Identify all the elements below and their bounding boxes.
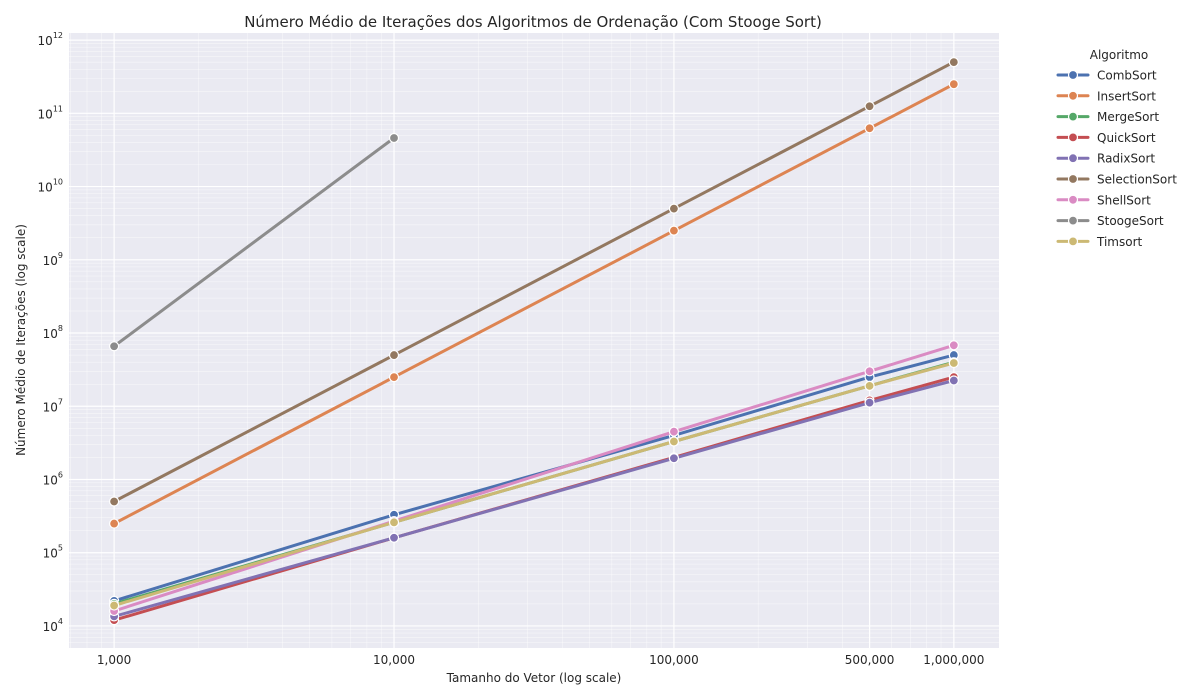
series-selectionsort — [109, 57, 959, 507]
series-layer — [109, 57, 959, 626]
legend-item-selectionsort: SelectionSort — [1056, 173, 1177, 187]
x-axis-label: Tamanho do Vetor (log scale) — [446, 671, 622, 685]
x-tick-label: 1,000 — [97, 653, 131, 667]
y-tick-label: 104 — [43, 617, 63, 634]
legend-swatch-marker — [1067, 69, 1079, 81]
legend-swatch-marker — [1067, 111, 1079, 122]
legend-label: InsertSort — [1097, 89, 1156, 103]
radixsort-point — [948, 375, 959, 386]
series-timsort — [109, 357, 959, 611]
timsort-point — [109, 600, 120, 611]
x-axis-ticks: 1,000 10,000 100,000 500,000 1,000,000 — [97, 653, 984, 667]
y-axis-ticks: 104 105 106 107 108 109 1010 1011 1012 — [38, 31, 63, 634]
y-tick-label: 1011 — [38, 104, 63, 121]
series-insertsort — [109, 79, 959, 529]
selectionsort-point — [948, 57, 959, 68]
series-stoogesort — [109, 132, 400, 352]
shellsort-point — [948, 340, 959, 351]
legend: Algoritmo CombSort InsertSort MergeSort Qui… — [1056, 48, 1177, 249]
legend-item-mergesort: MergeSort — [1056, 110, 1159, 124]
legend-label: SelectionSort — [1097, 173, 1177, 187]
insertsort-point — [668, 225, 680, 236]
insertsort-point — [948, 79, 959, 90]
timsort-point — [864, 380, 875, 391]
selectionsort-point — [864, 101, 875, 112]
selectionsort-point — [668, 203, 680, 214]
timsort-point — [948, 357, 959, 369]
major-gridlines — [69, 33, 999, 648]
legend-swatch-marker — [1067, 215, 1079, 226]
legend-item-combsort: CombSort — [1056, 69, 1157, 83]
stoogesort-point — [109, 341, 120, 352]
y-tick-label: 108 — [43, 324, 63, 341]
plot-area — [69, 33, 999, 648]
legend-swatch-marker — [1067, 90, 1079, 101]
chart-title: Número Médio de Iterações dos Algoritmos… — [244, 13, 822, 31]
radixsort-point — [668, 453, 680, 464]
legend-swatch-marker — [1067, 236, 1079, 247]
radixsort-point — [864, 397, 875, 408]
legend-item-timsort: Timsort — [1056, 235, 1143, 249]
legend-label: ShellSort — [1097, 193, 1151, 207]
legend-label: QuickSort — [1097, 131, 1156, 145]
radixsort-point — [388, 532, 400, 543]
legend-swatch-marker — [1067, 153, 1079, 164]
legend-item-radixsort: RadixSort — [1056, 152, 1155, 166]
legend-item-insertsort: InsertSort — [1056, 89, 1156, 103]
y-tick-label: 109 — [43, 251, 63, 268]
legend-label: CombSort — [1097, 69, 1157, 83]
y-tick-label: 1012 — [38, 31, 63, 48]
timsort-point — [668, 436, 680, 447]
shellsort-point — [668, 426, 680, 437]
legend-title: Algoritmo — [1090, 48, 1149, 62]
selectionsort-point — [109, 496, 120, 507]
legend-item-shellsort: ShellSort — [1056, 193, 1151, 207]
insertsort-point — [388, 372, 400, 383]
y-axis-label: Número Médio de Iterações (log scale) — [14, 224, 28, 456]
legend-label: RadixSort — [1097, 152, 1155, 166]
y-tick-label: 105 — [43, 544, 63, 561]
legend-label: Timsort — [1096, 235, 1143, 249]
x-tick-label: 10,000 — [373, 653, 415, 667]
y-tick-label: 106 — [43, 470, 63, 487]
stoogesort-line — [112, 136, 396, 348]
selectionsort-point — [388, 349, 400, 361]
legend-label: MergeSort — [1097, 110, 1159, 124]
y-tick-label: 107 — [43, 397, 63, 414]
legend-swatch-marker — [1067, 173, 1079, 185]
timsort-point — [388, 517, 400, 528]
legend-item-stoogesort: StoogeSort — [1056, 214, 1164, 228]
legend-swatch-marker — [1067, 194, 1079, 205]
shellsort-point — [864, 366, 875, 377]
y-tick-label: 1010 — [38, 178, 63, 195]
x-tick-label: 100,000 — [649, 653, 699, 667]
legend-swatch-marker — [1067, 132, 1079, 143]
x-tick-label: 500,000 — [845, 653, 895, 667]
x-tick-label: 1,000,000 — [923, 653, 984, 667]
insertsort-point — [109, 518, 120, 529]
legend-label: StoogeSort — [1097, 214, 1164, 228]
legend-item-quicksort: QuickSort — [1056, 131, 1156, 145]
insertsort-point — [864, 123, 875, 134]
stoogesort-point — [388, 132, 400, 144]
